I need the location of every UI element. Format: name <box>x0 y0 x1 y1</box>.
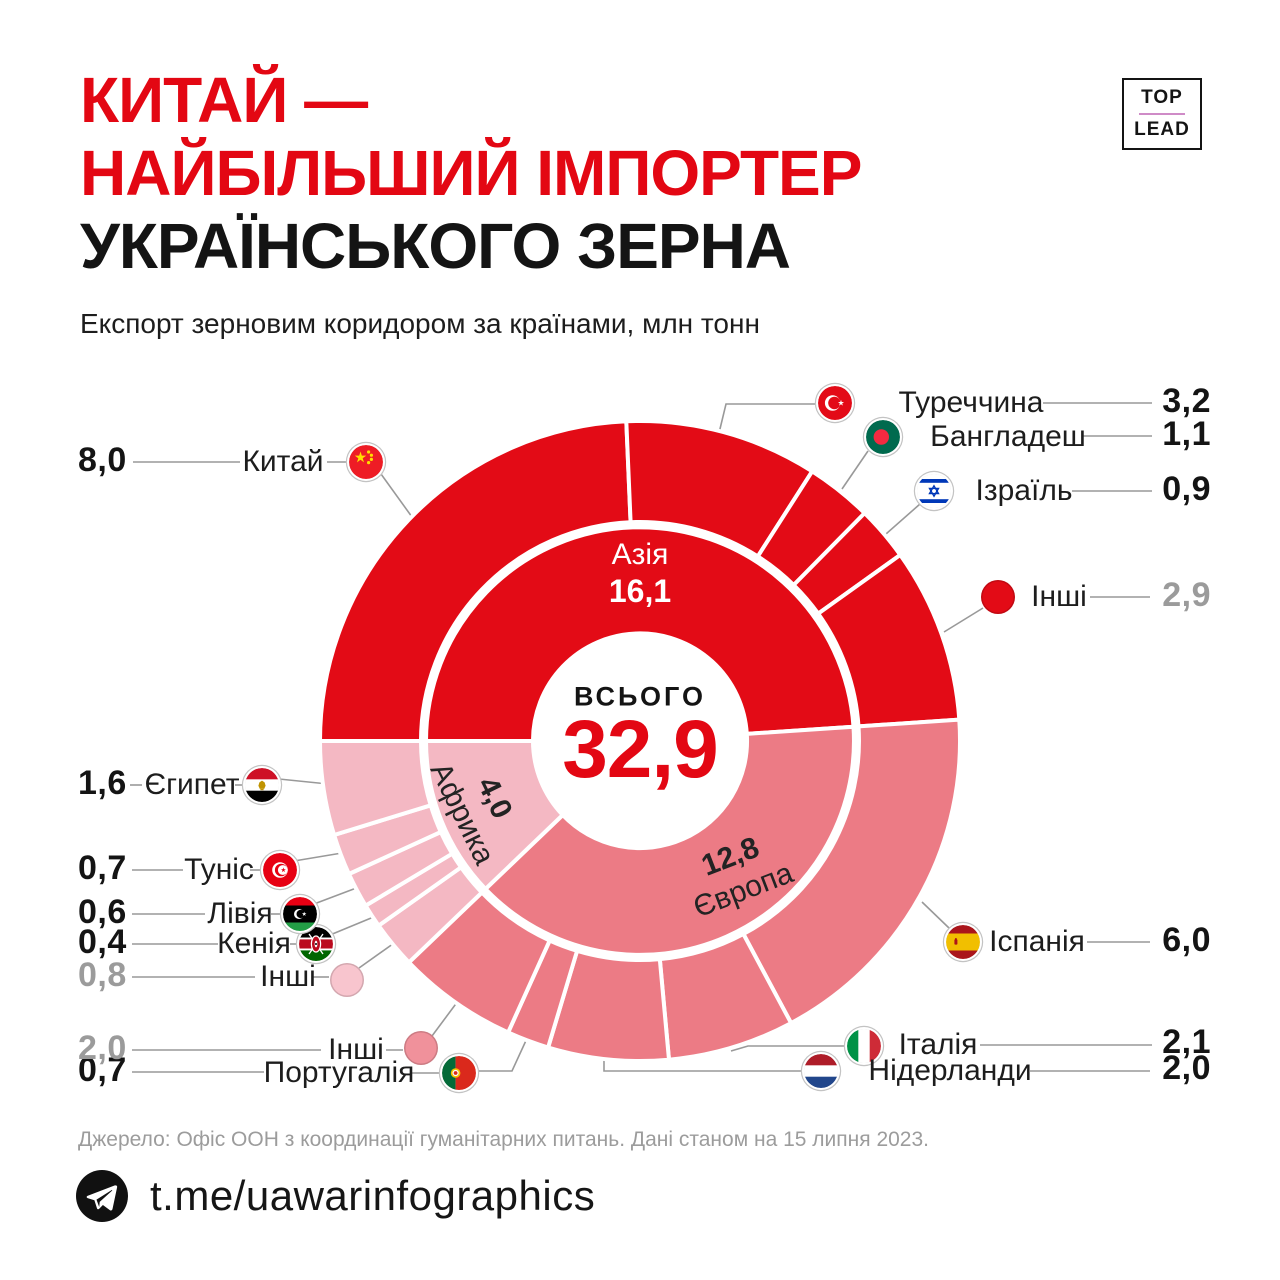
label-china: Китай <box>242 445 324 478</box>
telegram-handle: t.me/uawarinfographics <box>150 1172 596 1219</box>
logo-lead-text: LEAD <box>1134 119 1190 140</box>
europe-others-dot-icon <box>404 1031 438 1065</box>
libya-flag-icon <box>283 897 317 931</box>
spain-flag-icon <box>946 925 980 959</box>
value-asia-others: 2,9 <box>1162 575 1211 614</box>
china-flag-icon <box>349 445 383 479</box>
source-note: Джерело: Офіс ООН з координації гуманіта… <box>78 1128 929 1151</box>
label-italy: Італія <box>898 1028 978 1061</box>
total-label: ВСЬОГО <box>574 681 706 712</box>
value-africa-others: 0,8 <box>78 955 127 994</box>
egypt-flag-icon <box>245 768 279 802</box>
title-line-1: КИТАЙ — <box>80 64 368 136</box>
label-netherlands: Нідерланди <box>868 1054 1032 1087</box>
netherlands-flag-icon <box>804 1054 838 1088</box>
value-kenya: 0,4 <box>78 922 127 961</box>
label-spain: Іспанія <box>989 925 1085 958</box>
value-spain: 6,0 <box>1162 920 1211 959</box>
toplead-logo: TOP LEAD <box>1122 78 1202 150</box>
label-kenya: Кенія <box>217 927 291 960</box>
value-egypt: 1,6 <box>78 763 127 802</box>
tunisia-flag-icon <box>263 853 297 887</box>
region-label-asia: Азія 16,1 <box>609 537 671 609</box>
africa-others-dot-icon <box>330 963 364 997</box>
value-europe-others: 2,0 <box>78 1028 127 1067</box>
label-tunisia: Туніс <box>184 853 254 886</box>
title-line-2: НАЙБІЛЬШИЙ ІМПОРТЕР <box>80 137 862 209</box>
value-israel: 0,9 <box>1162 469 1211 508</box>
label-portugal: Португалія <box>263 1056 415 1089</box>
bangladesh-flag-icon <box>866 420 900 454</box>
footer: t.me/uawarinfographics <box>76 1170 595 1222</box>
telegram-icon <box>76 1170 128 1222</box>
label-africa-others: Інші <box>260 960 316 993</box>
value-netherlands: 2,0 <box>1162 1048 1211 1087</box>
value-italy: 2,1 <box>1162 1022 1211 1061</box>
label-turkey: Туреччина <box>898 386 1044 419</box>
label-asia-others: Інші <box>1031 580 1087 613</box>
label-egypt: Єгипет <box>144 768 240 801</box>
page-title: КИТАЙ — НАЙБІЛЬШИЙ ІМПОРТЕР УКРАЇНСЬКОГО… <box>80 64 862 283</box>
value-portugal: 0,7 <box>78 1050 127 1089</box>
label-libya: Лівія <box>207 897 273 930</box>
logo-top-text: TOP <box>1141 87 1183 108</box>
region-name-asia: Азія <box>611 538 669 571</box>
total-value: 32,9 <box>562 704 719 795</box>
kenya-flag-icon <box>299 927 333 961</box>
israel-flag-icon <box>917 474 951 508</box>
value-turkey: 3,2 <box>1162 381 1211 420</box>
logo-divider <box>1139 113 1185 115</box>
portugal-flag-icon <box>442 1056 476 1090</box>
region-value-asia: 16,1 <box>608 573 672 609</box>
chart-subtitle: Експорт зерновим коридором за країнами, … <box>80 308 760 339</box>
value-bangladesh: 1,1 <box>1162 414 1211 453</box>
label-israel: Ізраїль <box>975 474 1073 507</box>
label-europe-others: Інші <box>328 1033 384 1066</box>
value-libya: 0,6 <box>78 892 127 931</box>
value-tunisia: 0,7 <box>78 848 127 887</box>
asia-others-dot-icon <box>981 580 1015 614</box>
value-china: 8,0 <box>78 440 127 479</box>
turkey-flag-icon <box>818 386 852 420</box>
title-line-3: УКРАЇНСЬКОГО ЗЕРНА <box>80 210 791 282</box>
label-bangladesh: Бангладеш <box>930 420 1086 453</box>
